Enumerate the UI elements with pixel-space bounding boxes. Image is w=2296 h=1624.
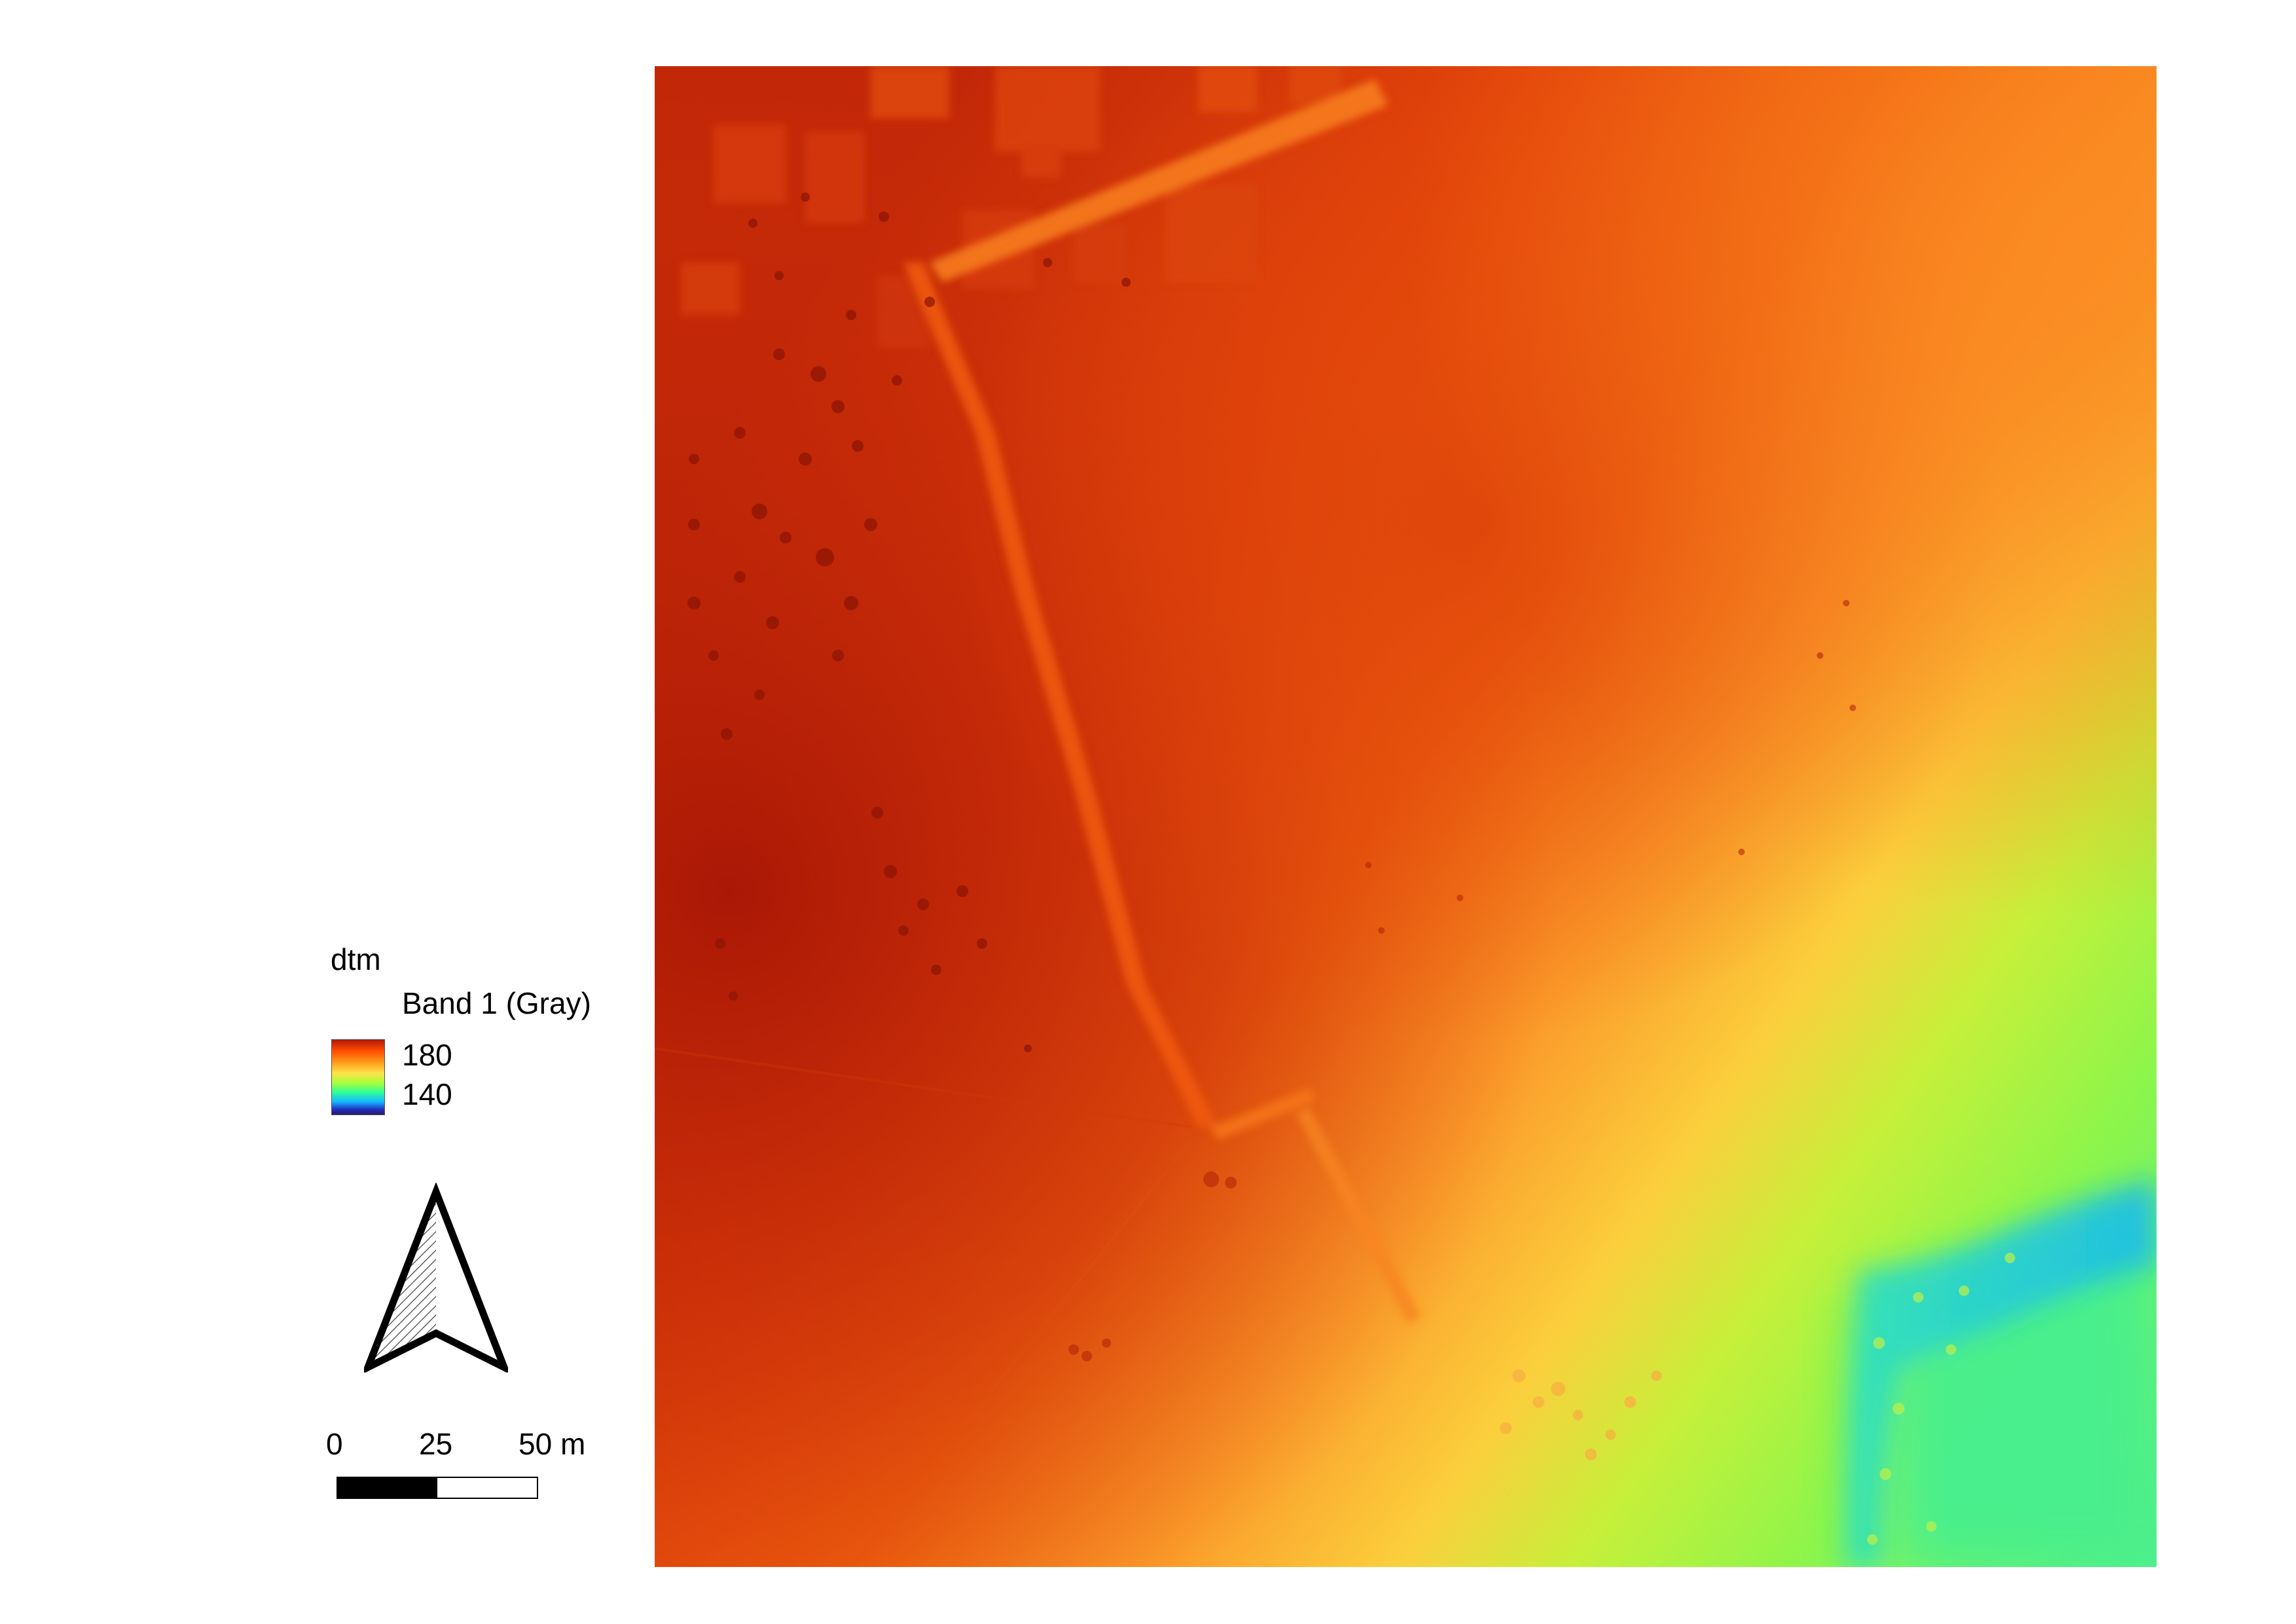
dtm-raster — [655, 66, 2157, 1567]
scale-bar-segment-black — [338, 1478, 437, 1498]
north-arrow-icon — [361, 1181, 511, 1375]
legend-max-value: 180 — [402, 1038, 452, 1072]
scale-bar-segment-white — [437, 1478, 537, 1498]
legend-layer-name: dtm — [331, 942, 381, 976]
scale-label-25: 25 — [419, 1427, 453, 1461]
scale-label-50m: 50 m — [519, 1427, 586, 1461]
legend-min-value: 140 — [402, 1077, 452, 1111]
legend-band-label: Band 1 (Gray) — [402, 986, 591, 1020]
scale-bar — [337, 1477, 538, 1499]
dtm-map-frame[interactable] — [655, 66, 2157, 1567]
legend-color-ramp — [331, 1039, 385, 1115]
scale-label-0: 0 — [326, 1427, 343, 1461]
